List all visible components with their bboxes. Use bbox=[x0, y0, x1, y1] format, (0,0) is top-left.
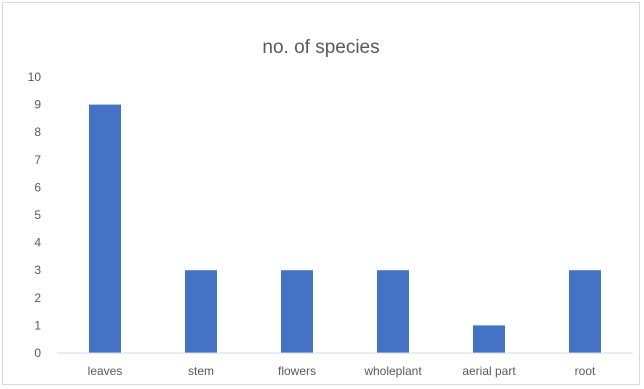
x-axis-ticks: leaves stem flowers wholeplant aerial part ro… bbox=[88, 364, 596, 378]
y-tick-label: 1 bbox=[34, 318, 41, 332]
bar-root bbox=[569, 270, 601, 353]
chart-title: no. of species bbox=[262, 37, 379, 58]
x-tick-label: leaves bbox=[88, 364, 123, 378]
bar-leaves bbox=[89, 104, 121, 353]
y-tick-label: 0 bbox=[34, 346, 41, 360]
y-axis-ticks: 0 1 2 3 4 5 6 7 8 9 10 bbox=[28, 70, 42, 360]
bar-chart: no. of species 0 1 2 3 4 5 6 7 8 9 10 leaves stem fl… bbox=[28, 37, 633, 378]
y-tick-label: 9 bbox=[34, 98, 41, 112]
y-tick-label: 10 bbox=[28, 70, 42, 84]
y-tick-label: 3 bbox=[34, 263, 41, 277]
y-tick-label: 6 bbox=[34, 180, 41, 194]
x-tick-label: aerial part bbox=[462, 364, 516, 378]
bar-flowers bbox=[281, 270, 313, 353]
x-tick-label: wholeplant bbox=[363, 364, 422, 378]
bar-aerial-part bbox=[473, 325, 505, 353]
bar-series bbox=[89, 104, 601, 353]
y-tick-label: 7 bbox=[34, 153, 41, 167]
y-tick-label: 5 bbox=[34, 208, 41, 222]
y-tick-label: 2 bbox=[34, 291, 41, 305]
bar-wholeplant bbox=[377, 270, 409, 353]
x-tick-label: root bbox=[575, 364, 596, 378]
y-tick-label: 4 bbox=[34, 236, 41, 250]
x-tick-label: flowers bbox=[278, 364, 316, 378]
chart-frame: no. of species 0 1 2 3 4 5 6 7 8 9 10 leaves stem fl… bbox=[2, 2, 640, 385]
x-tick-label: stem bbox=[188, 364, 214, 378]
bar-stem bbox=[185, 270, 217, 353]
y-tick-label: 8 bbox=[34, 125, 41, 139]
